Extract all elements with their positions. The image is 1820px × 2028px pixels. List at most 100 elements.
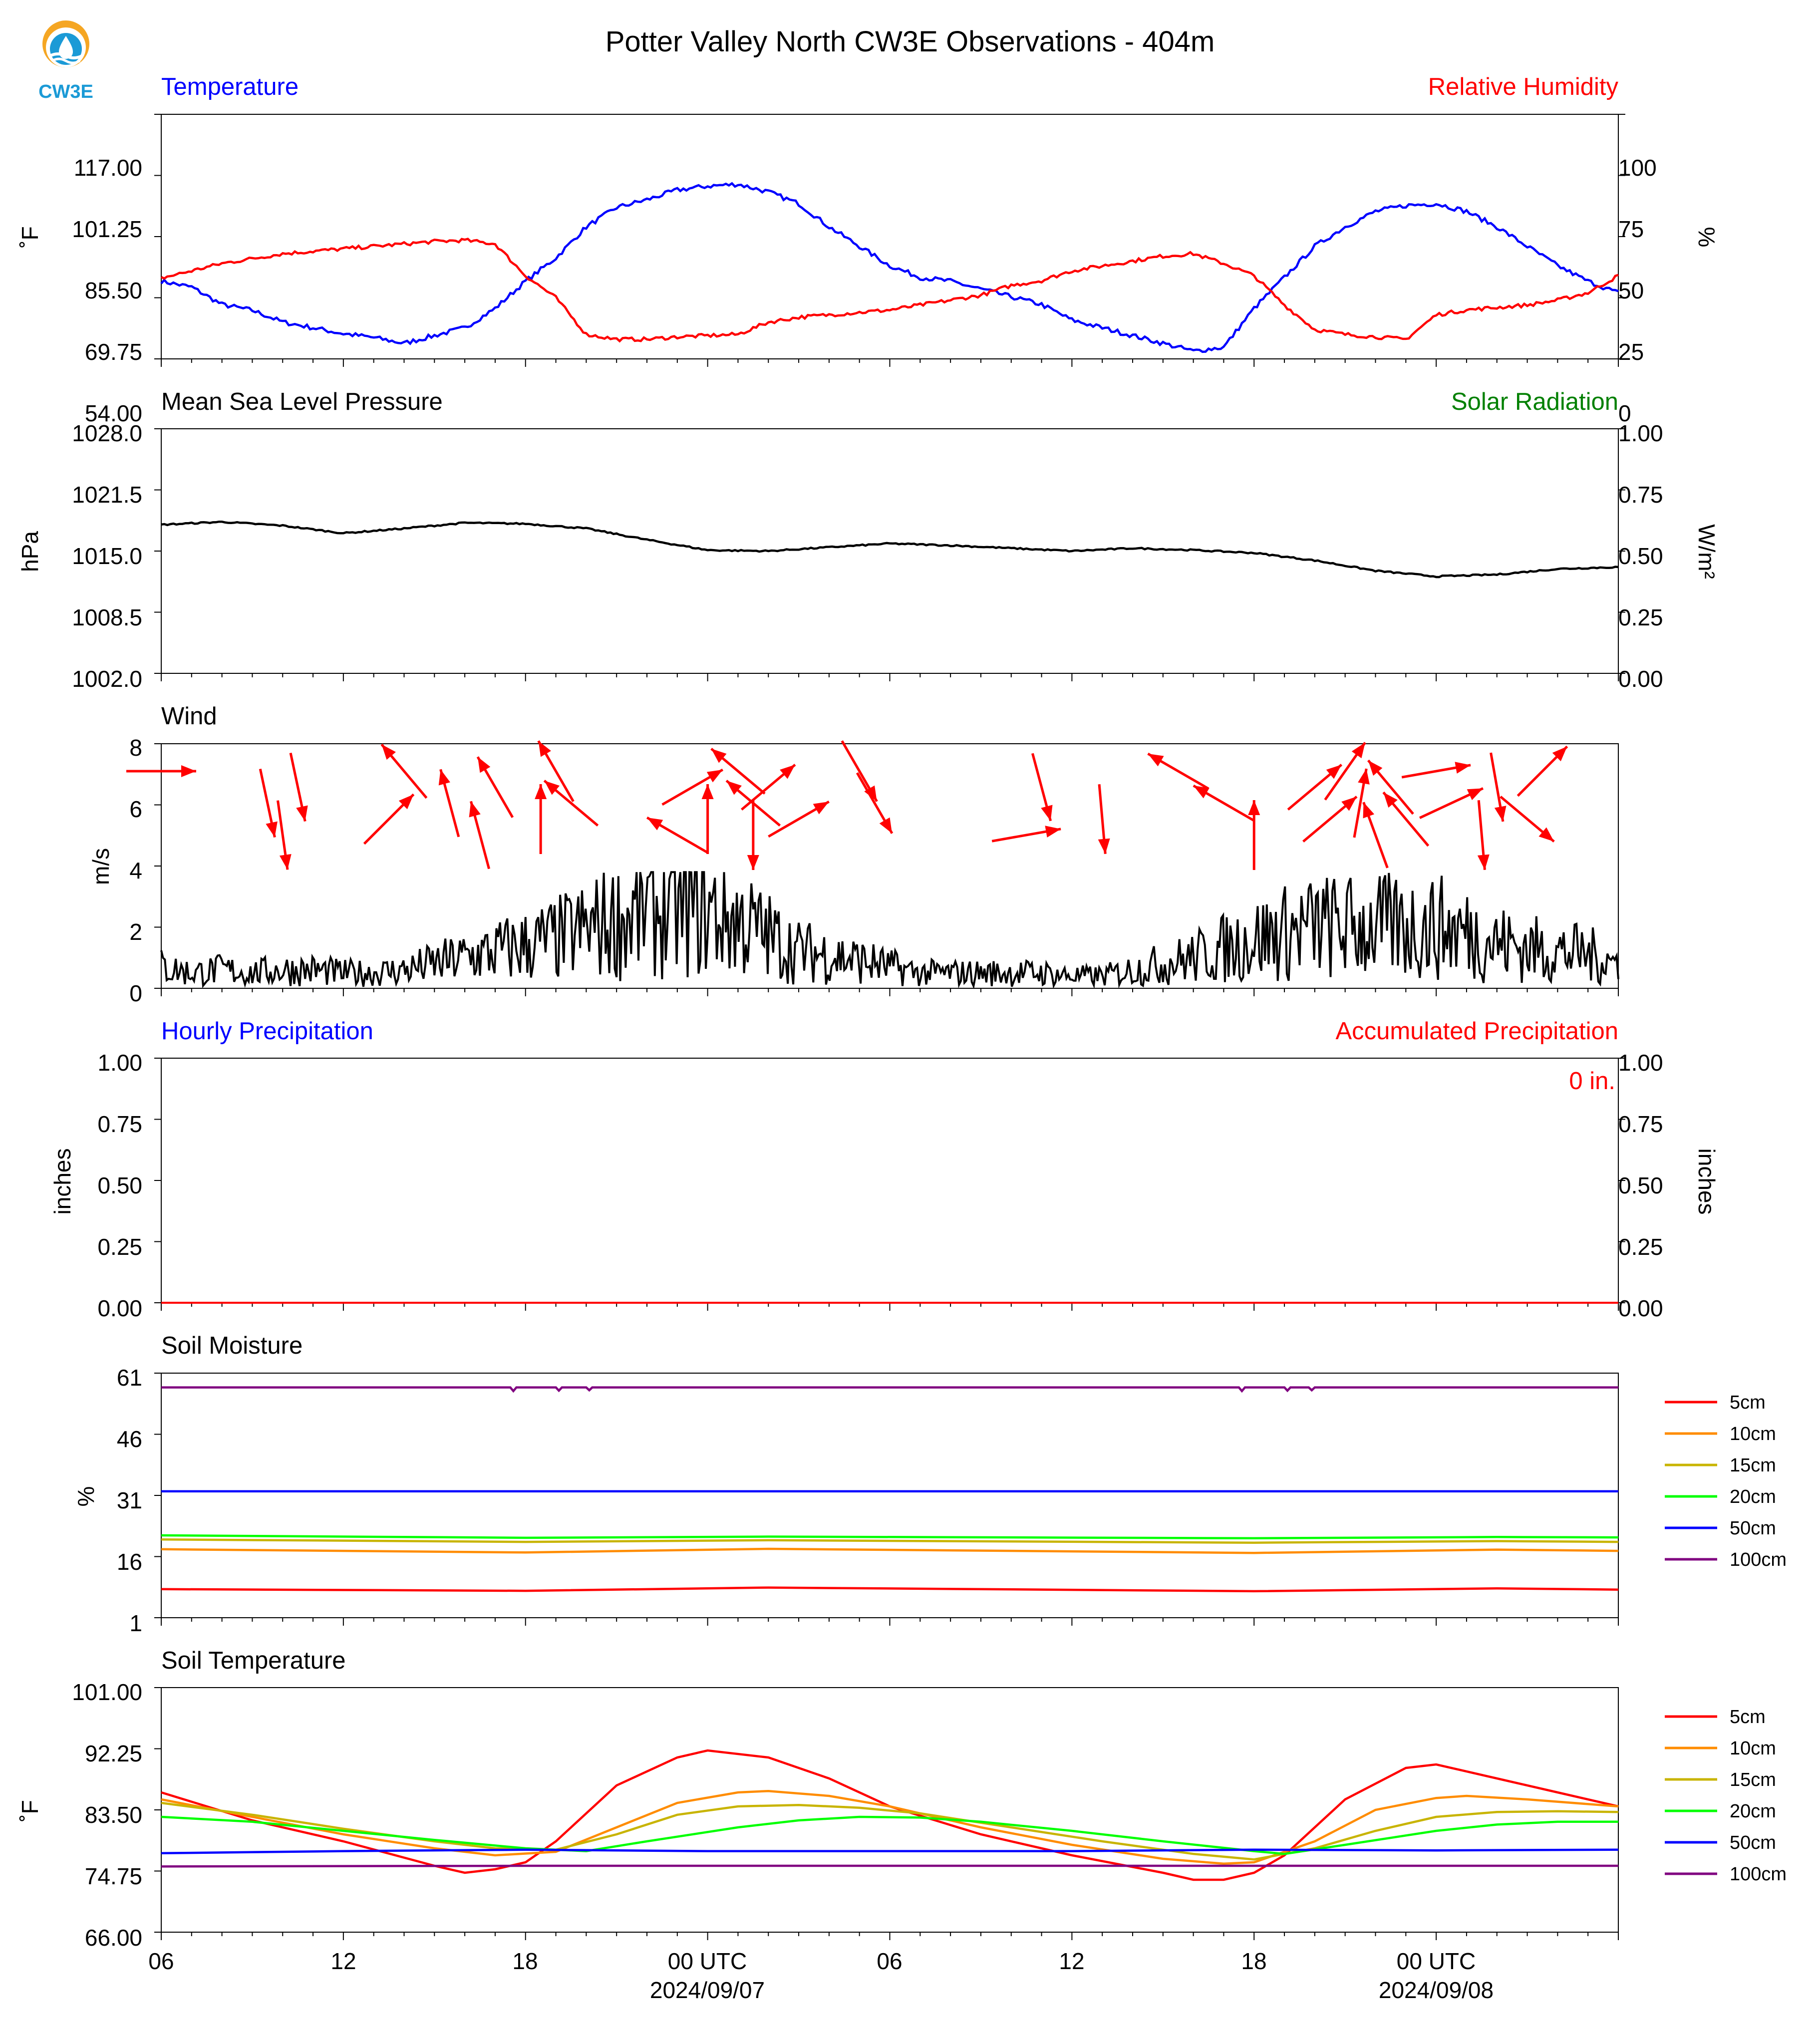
legend-soil-temp: 5cm 10cm 15cm 20cm 50cm 100cm <box>1665 1707 1787 1885</box>
legend-label: 100cm <box>1730 1549 1787 1570</box>
wind-arrow-head <box>1193 786 1210 799</box>
wind-arrow-head <box>398 794 414 810</box>
ytick-label: 2 <box>129 919 142 945</box>
xtick-label: 12 <box>1059 1948 1084 1974</box>
wind-arrow-head <box>780 765 795 779</box>
wind-arrow-head <box>1363 802 1375 819</box>
ytick-label: 1.00 <box>97 1050 142 1076</box>
wind-arrow-head <box>1494 806 1507 822</box>
wind-direction-arrow <box>363 793 415 845</box>
legend-soil-moisture: 5cm 10cm 15cm 20cm 50cm 100cm <box>1665 1392 1787 1570</box>
ytick-label-right: 50 <box>1618 278 1644 303</box>
ytick-label-right: 0.75 <box>1618 1111 1663 1137</box>
wind-arrow-head <box>1248 800 1260 815</box>
panel-soil-moisture: Soil Moisture 61 46 31 16 1 % <box>73 1332 303 1636</box>
wind-arrow-head <box>701 784 714 799</box>
ytick-label: 54.00 <box>85 400 142 426</box>
wind-direction-arrow <box>126 765 196 777</box>
legend-label: 100cm <box>1730 1864 1787 1885</box>
ytick-label-right: 1.00 <box>1618 1050 1663 1076</box>
ytick-label: 101.25 <box>72 216 142 242</box>
logo-text: CW3E <box>38 81 93 102</box>
series-line-soil-temp-50cm <box>161 1848 1619 1855</box>
ytick-label: 4 <box>129 858 142 883</box>
wind-arrow-head <box>1326 765 1342 779</box>
panel-precipitation: Hourly Precipitation Accumulated Precipi… <box>49 1018 1720 1321</box>
wind-direction-arrow <box>1477 800 1490 870</box>
ytick-label: 74.75 <box>85 1863 142 1889</box>
wind-arrow-head <box>647 818 663 831</box>
legend-label: 15cm <box>1730 1769 1776 1790</box>
wind-arrow-head <box>538 741 551 757</box>
wind-direction-arrow <box>741 764 796 811</box>
wind-direction-arrow <box>1382 791 1430 847</box>
wind-arrow-head <box>477 757 491 773</box>
xtick-label: 18 <box>1241 1948 1266 1974</box>
panel-title-accumulated-precipitation: Accumulated Precipitation <box>1335 1018 1618 1045</box>
wind-direction-arrow <box>1031 753 1053 822</box>
wind-direction-arrow <box>438 769 460 838</box>
y-axis-label-left: inches <box>49 1149 75 1215</box>
legend-label: 20cm <box>1730 1801 1776 1822</box>
ytick-label: 0.25 <box>97 1234 142 1260</box>
ytick-label-right: 0.25 <box>1618 604 1663 630</box>
wind-direction-arrow <box>380 743 428 799</box>
ytick-label-right: 0.50 <box>1618 543 1663 569</box>
panel-title-temperature: Temperature <box>161 73 299 100</box>
ytick-label: 1 <box>129 1610 142 1636</box>
panel-title-solar-radiation: Solar Radiation <box>1451 388 1618 415</box>
wind-direction-arrow <box>991 826 1061 843</box>
wind-direction-arrow <box>768 800 830 838</box>
wind-direction-arrow <box>1419 787 1484 819</box>
series-line-soil-moisture-20cm <box>161 1534 1619 1540</box>
y-axis-label-right: W/m² <box>1694 524 1720 579</box>
wind-direction-arrow <box>856 772 894 834</box>
wind-arrow-head <box>1368 760 1383 776</box>
series-line-soil-temp-15cm <box>161 1801 1619 1861</box>
wind-arrow-head <box>535 784 547 799</box>
legend-label: 15cm <box>1730 1455 1776 1476</box>
wind-arrow-head <box>1455 762 1471 774</box>
wind-direction-arrow <box>259 769 278 838</box>
wind-arrow-head <box>747 855 759 870</box>
wind-arrow-head <box>469 801 481 818</box>
wind-arrow-head <box>1341 797 1357 811</box>
series-line-wind-speed <box>160 871 1619 989</box>
ytick-label: 66.00 <box>85 1925 142 1951</box>
plot-layer: 5cm10cm15cm20cm50cm100cm5cm10cm15cm20cm5… <box>126 114 1787 1940</box>
xtick-label: 00 UTC <box>668 1948 747 1974</box>
wind-arrow-head <box>1351 742 1365 759</box>
y-axis-label-right: % <box>1694 227 1720 248</box>
ytick-label-right: 0 <box>1618 400 1631 426</box>
ytick-label: 16 <box>117 1549 142 1575</box>
ytick-label: 6 <box>129 796 142 822</box>
panel-wind: Wind 8 6 4 2 0 m/s <box>88 703 217 1006</box>
series-line-temperature <box>160 182 1619 353</box>
wind-arrow-head <box>1552 746 1567 762</box>
series-line-soil-moisture-100cm <box>161 1386 1618 1393</box>
wind-arrow-head <box>1098 838 1110 854</box>
ytick-label: 61 <box>117 1365 142 1391</box>
ytick-label: 8 <box>129 735 142 761</box>
cw3e-logo: CW3E <box>38 20 93 102</box>
ytick-label: 101.00 <box>72 1679 142 1705</box>
wind-direction-arrow <box>469 801 491 869</box>
wind-direction-arrow <box>277 800 292 870</box>
wind-direction-arrow <box>1324 742 1366 801</box>
wind-direction-arrow <box>841 740 878 802</box>
wind-direction-arrow <box>1302 796 1358 843</box>
wind-direction-arrow <box>1098 784 1110 854</box>
wind-direction-arrow <box>1401 762 1471 779</box>
panel-title-relative-humidity: Relative Humidity <box>1428 73 1619 100</box>
chart-title: Potter Valley North CW3E Observations - … <box>606 25 1215 58</box>
wind-arrow-head <box>879 817 893 834</box>
wind-direction-arrow <box>646 816 708 854</box>
ytick-label: 69.75 <box>85 339 142 365</box>
series-line-soil-moisture-10cm <box>161 1547 1619 1554</box>
wind-arrow-head <box>279 854 292 870</box>
wind-direction-arrow <box>543 780 599 827</box>
ytick-label: 1028.0 <box>72 420 142 446</box>
y-axis-label-left: ˚F <box>17 1800 43 1821</box>
ytick-label: 92.25 <box>85 1740 142 1766</box>
series-line-soil-moisture-5cm <box>161 1586 1619 1593</box>
